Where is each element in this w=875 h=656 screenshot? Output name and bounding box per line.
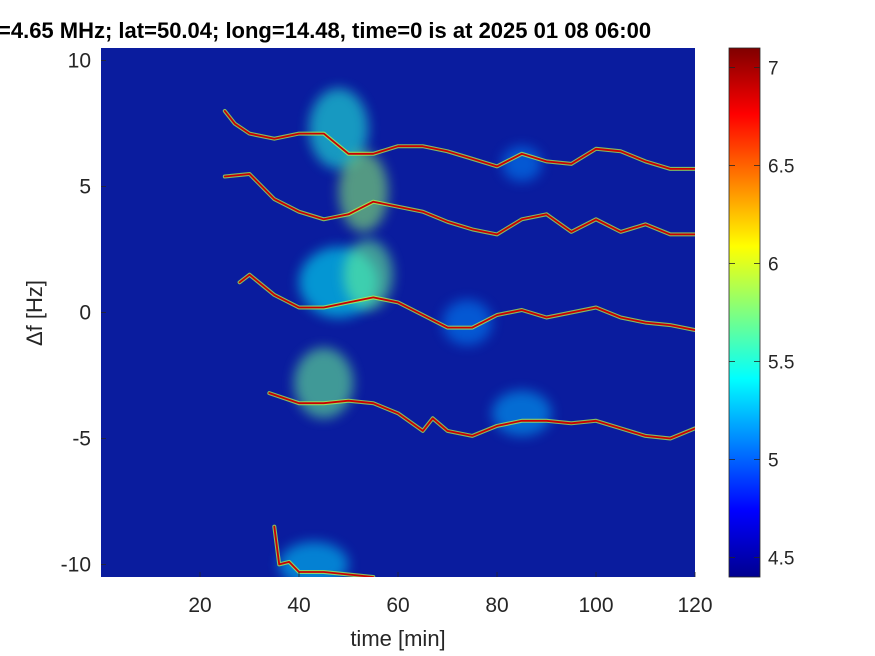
colorbar-tick-label: 7 xyxy=(768,59,779,80)
x-tick-label: 40 xyxy=(287,594,310,617)
signal-cloud-4 xyxy=(343,239,394,310)
colorbar-tick-label: 5.5 xyxy=(768,352,794,373)
chart-title: =4.65 MHz; lat=50.04; long=14.48, time=0… xyxy=(0,18,651,43)
signal-cloud-2 xyxy=(338,151,389,232)
colorbar-tick-label: 6.5 xyxy=(768,157,794,178)
signal-cloud-1 xyxy=(308,88,369,169)
trace-4 xyxy=(268,392,695,440)
colorbar-ticks: 4.5 5 5.5 6 6.5 7 xyxy=(729,59,794,569)
trace-3 xyxy=(238,273,695,331)
colorbar-tick-label: 4.5 xyxy=(768,548,794,569)
y-axis-ticks: -10 -5 0 5 10 xyxy=(61,50,106,576)
y-tick-label: 5 xyxy=(79,176,91,199)
colorbar xyxy=(728,47,761,578)
x-tick-label: 80 xyxy=(485,594,508,617)
x-axis-label: time [min] xyxy=(350,626,445,651)
y-tick-label: 10 xyxy=(68,50,91,73)
y-tick-label: -10 xyxy=(61,553,91,576)
y-axis-label: Δf [Hz] xyxy=(22,280,47,346)
frequency-traces xyxy=(222,109,695,577)
trace-1 xyxy=(223,110,695,170)
colorbar-tick-label: 5 xyxy=(768,450,779,471)
x-axis-ticks: 20 40 60 80 100 120 xyxy=(188,572,713,617)
y-tick-label: 0 xyxy=(79,302,91,325)
plot-area xyxy=(101,48,695,577)
x-tick-label: 120 xyxy=(677,594,712,617)
y-tick-label: -5 xyxy=(72,427,91,450)
signal-cloud-9 xyxy=(442,299,493,346)
x-tick-label: 20 xyxy=(188,594,211,617)
signal-cloud-8 xyxy=(501,146,542,182)
trace-2 xyxy=(223,173,695,236)
signal-cloud-5 xyxy=(294,347,354,419)
signal-cloud-7 xyxy=(492,390,552,436)
x-tick-label: 60 xyxy=(386,594,409,617)
x-tick-label: 100 xyxy=(578,594,613,617)
colorbar-tick-label: 6 xyxy=(768,255,779,276)
